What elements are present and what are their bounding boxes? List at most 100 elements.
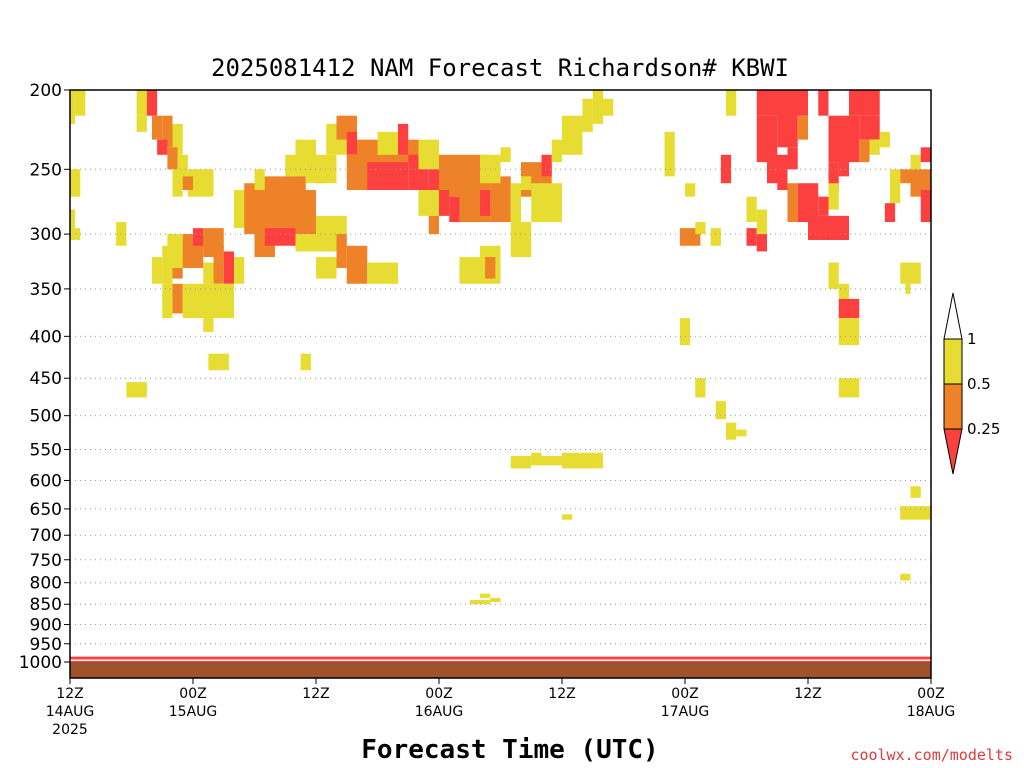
ri-cell (828, 215, 849, 240)
y-tick-label: 550 (30, 441, 62, 461)
ri-cell (828, 262, 839, 289)
ri-cell (75, 228, 81, 240)
ri-cell (787, 147, 798, 170)
y-tick-label: 1000 (19, 653, 62, 673)
ri-cell (75, 90, 86, 116)
y-axis-ticks: 200 250 300 350 400 450 500 550 600 650 700 750 8008… (19, 81, 70, 673)
ri-cell (582, 98, 593, 132)
ri-cell (900, 506, 931, 520)
ri-cell (838, 283, 849, 299)
x-tick-label: 00Z (179, 686, 206, 702)
ri-cell (167, 147, 178, 170)
ri-cell (551, 139, 562, 163)
ri-cell (521, 176, 532, 191)
ri-cell (213, 245, 224, 284)
ri-cell (346, 245, 368, 284)
ri-cell (920, 147, 931, 163)
ri-cell (603, 98, 614, 116)
y-tick-label: 800 (30, 574, 62, 594)
legend-swatch-red (943, 428, 963, 475)
ri-cell (879, 131, 890, 148)
ri-cell (685, 183, 696, 197)
y-tick-label: 350 (30, 280, 62, 300)
ri-cell (828, 162, 839, 191)
ri-cell (490, 597, 501, 603)
ri-cell (736, 429, 747, 437)
ri-cell (136, 90, 147, 116)
ri-cell (679, 318, 691, 346)
ri-cell (152, 257, 163, 284)
ri-cell (172, 123, 183, 155)
x-tick-label: 18AUG (907, 704, 956, 720)
ri-cell (203, 262, 214, 284)
ri-cell (398, 123, 409, 155)
ri-cell (295, 139, 316, 163)
x-tick-label: 17AUG (661, 704, 710, 720)
x-tick-label: 12Z (302, 686, 329, 702)
ri-cell (295, 234, 316, 252)
ri-cell (428, 215, 439, 235)
legend-swatch-yellow (943, 338, 963, 385)
ri-cell (756, 234, 767, 252)
ri-cell (562, 514, 573, 520)
ri-cell (126, 382, 147, 398)
ri-cell (808, 215, 829, 240)
x-tick-label: 16AUG (415, 704, 464, 720)
ri-cell (469, 600, 491, 605)
ri-cell (756, 209, 767, 235)
ri-cell (418, 139, 439, 170)
ri-cell (818, 90, 829, 116)
legend-swatch-orange (943, 383, 963, 430)
ri-cell (480, 190, 491, 216)
x-axis-ticks: 12Z 14AUG 2025 00Z 15AUG 12Z 00Z 16AUG 12Z 00Z 17A… (46, 678, 956, 738)
ri-cell (746, 196, 757, 223)
x-tick-label: 00Z (671, 686, 698, 702)
x-tick-label: 2025 (52, 722, 88, 738)
ri-cell (336, 234, 347, 268)
chart-title: 2025081412 NAM Forecast Richardson# KBWI (211, 54, 789, 82)
ri-cell (900, 169, 911, 184)
ri-cell (500, 147, 511, 163)
ri-cell (777, 107, 798, 148)
plot-frame (69, 89, 932, 679)
ri-cell (797, 183, 819, 223)
y-tick-label: 650 (30, 500, 62, 520)
ri-cell (213, 283, 234, 319)
ri-cell (70, 90, 76, 124)
ri-cell (146, 90, 158, 116)
x-tick-label: 14AUG (46, 704, 95, 720)
ri-cell (541, 154, 552, 177)
bl-base (70, 656, 931, 662)
ri-cell (300, 353, 311, 371)
ri-cell (756, 115, 778, 163)
ri-cell (136, 115, 147, 132)
ri-cell (182, 176, 193, 191)
ri-cell (70, 169, 81, 197)
ri-cell (884, 203, 896, 223)
ri-cell (592, 90, 603, 124)
ri-cell (531, 452, 542, 466)
ri-cell (787, 183, 798, 223)
ri-cell (316, 154, 337, 184)
legend-label: 0.5 (967, 375, 991, 393)
ri-cell (910, 169, 931, 197)
ri-cell (562, 115, 583, 155)
ri-cell (869, 139, 880, 155)
x-tick-label: 15AUG (169, 704, 218, 720)
y-tick-label: 200 (30, 81, 62, 101)
ri-cell (223, 251, 234, 284)
ri-cell (900, 262, 921, 284)
ri-cell (726, 90, 737, 116)
ri-cell (890, 169, 901, 204)
ri-cell (172, 283, 183, 314)
ri-cell (838, 378, 860, 398)
y-tick-label: 950 (30, 635, 62, 655)
ri-cell (182, 283, 214, 319)
boundary-layer-band (70, 656, 931, 662)
ri-cell (244, 183, 255, 235)
ri-cell (746, 228, 757, 246)
ri-cell (510, 455, 532, 469)
y-tick-label: 600 (30, 471, 62, 491)
x-axis-label: Forecast Time (UTC) (361, 735, 658, 765)
